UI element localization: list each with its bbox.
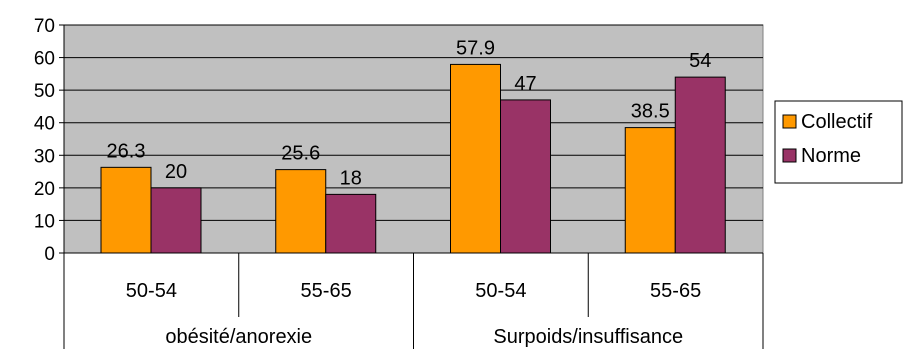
data-label: 57.9 — [456, 37, 495, 59]
bar-norme — [150, 187, 202, 254]
bar-norme — [325, 193, 377, 254]
y-tick-label: 20 — [34, 179, 55, 200]
data-label: 38.5 — [631, 101, 670, 123]
y-tick-label: 30 — [34, 146, 55, 167]
bar-norme — [500, 99, 551, 254]
data-label: 20 — [165, 161, 187, 183]
bar-collectif — [275, 169, 327, 254]
data-label: 54 — [689, 50, 711, 72]
bar-norme — [674, 76, 726, 254]
data-label: 25.6 — [281, 143, 320, 165]
bar-collectif — [450, 63, 501, 254]
x-tick-label: 55-65 — [650, 280, 701, 302]
data-label: 26.3 — [107, 140, 146, 162]
legend-swatch — [782, 114, 797, 129]
y-tick-label: 40 — [34, 114, 55, 135]
data-label: 47 — [514, 73, 536, 95]
x-tick-label: 50-54 — [126, 280, 177, 302]
bars — [100, 63, 726, 254]
x-tick-label: 55-65 — [301, 280, 352, 302]
legend-label: Norme — [801, 145, 861, 167]
x-axis: 50-54 55-65 50-54 55-65 obésité/anorexie Surp… — [63, 252, 764, 349]
data-labels: 26.3 25.6 57.9 38.5 20 18 47 54 — [107, 37, 712, 189]
y-tick-label: 70 — [34, 16, 55, 37]
legend-label: Collectif — [801, 111, 873, 133]
x-group-label: Surpoids/insuffisance — [493, 326, 683, 348]
y-axis: 0 10 20 30 40 50 60 70 — [34, 16, 65, 265]
bar-collectif — [100, 166, 152, 254]
x-tick-label: 50-54 — [475, 280, 526, 302]
x-group-label: obésité/anorexie — [165, 326, 312, 348]
legend: Collectif Norme — [774, 100, 903, 184]
legend-swatch — [782, 148, 797, 163]
y-tick-label: 0 — [44, 244, 55, 265]
y-tick-label: 50 — [34, 81, 55, 102]
y-tick-label: 10 — [34, 211, 55, 232]
data-label: 18 — [340, 167, 362, 189]
bar-collectif — [624, 127, 676, 254]
y-tick-label: 60 — [34, 49, 55, 70]
